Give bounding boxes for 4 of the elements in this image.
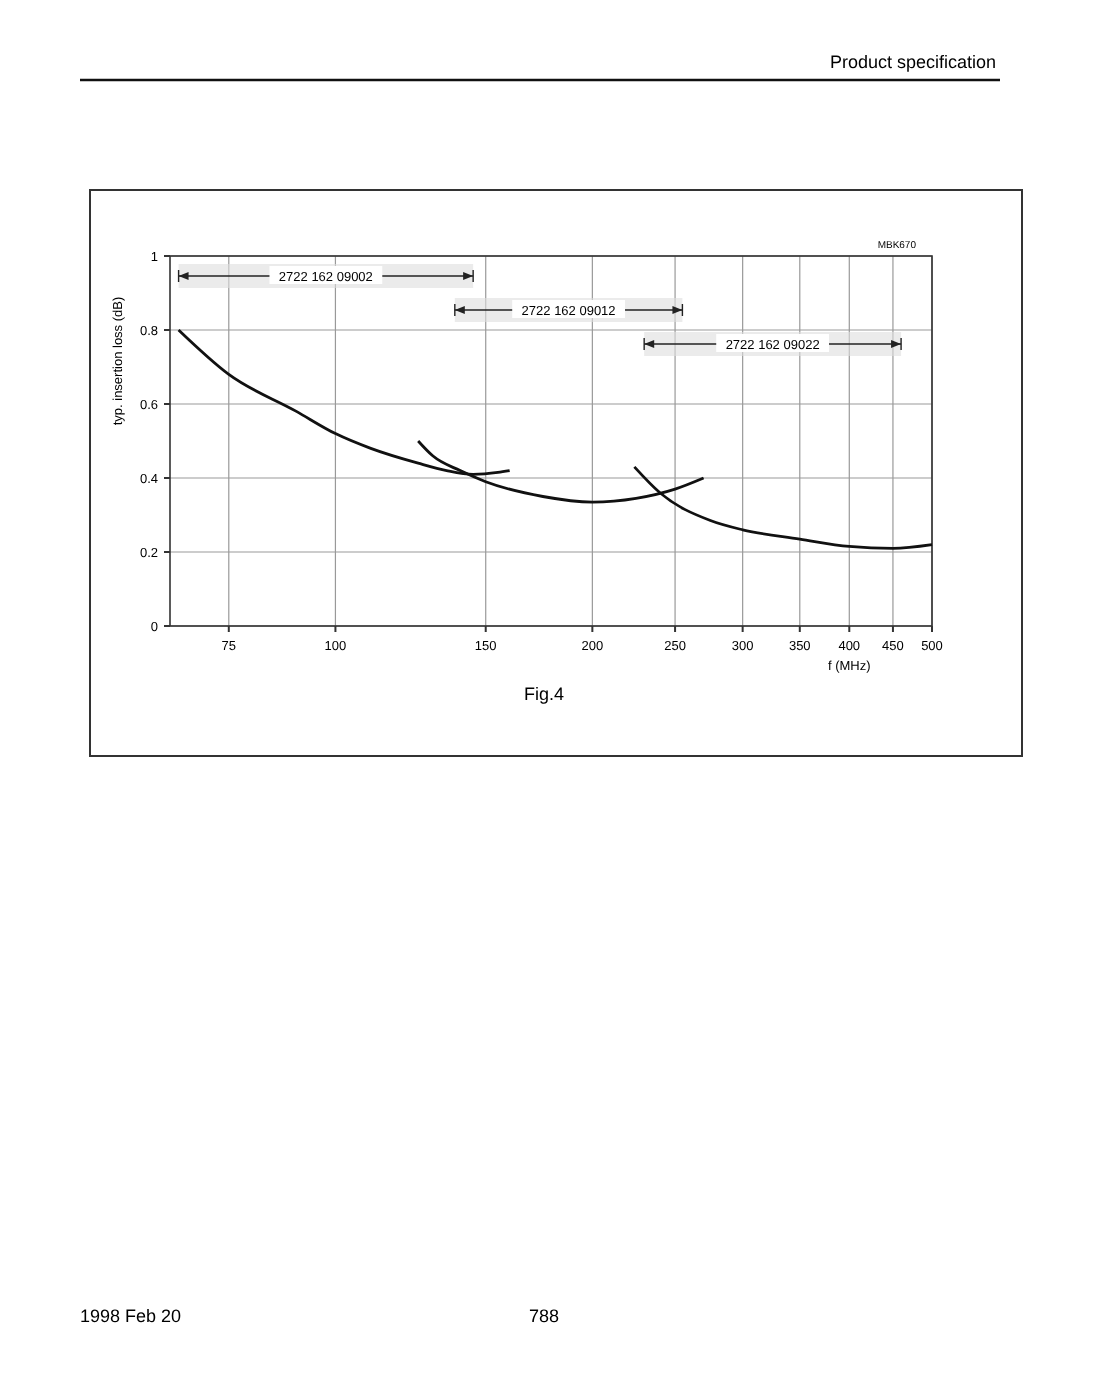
text: 1998 Feb 20 — [80, 1306, 182, 1326]
caption: Fig.4 — [523, 684, 565, 704]
text: 788 — [528, 1306, 560, 1326]
text: Product specification — [829, 52, 996, 72]
